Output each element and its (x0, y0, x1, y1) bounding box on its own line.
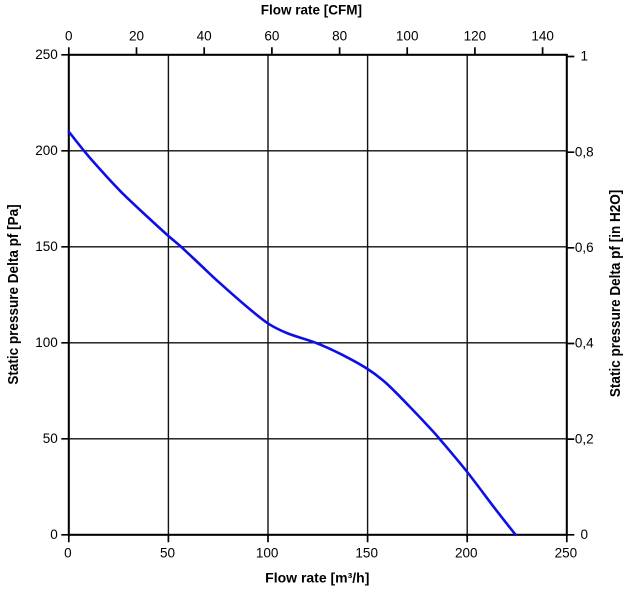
svg-text:250: 250 (555, 546, 578, 561)
svg-text:80: 80 (332, 28, 347, 43)
svg-text:0,2: 0,2 (575, 431, 594, 446)
svg-text:140: 140 (531, 28, 554, 43)
svg-text:Static pressure Delta pf [Pa]: Static pressure Delta pf [Pa] (5, 204, 22, 384)
svg-text:Static pressure Delta pf [in H: Static pressure Delta pf [in H2O] (606, 190, 623, 397)
svg-text:200: 200 (455, 546, 478, 561)
svg-text:0: 0 (581, 527, 589, 542)
svg-text:50: 50 (43, 431, 58, 446)
svg-text:250: 250 (35, 47, 58, 62)
svg-text:60: 60 (264, 28, 279, 43)
svg-text:100: 100 (256, 546, 279, 561)
svg-text:0,8: 0,8 (575, 144, 594, 159)
svg-text:100: 100 (35, 335, 58, 350)
svg-text:0,4: 0,4 (575, 336, 594, 351)
svg-text:20: 20 (129, 28, 144, 43)
svg-text:1: 1 (581, 49, 589, 64)
svg-text:40: 40 (197, 28, 212, 43)
svg-text:0: 0 (50, 527, 58, 542)
svg-text:120: 120 (464, 28, 487, 43)
svg-text:0,6: 0,6 (575, 240, 594, 255)
svg-text:0: 0 (64, 546, 72, 561)
svg-text:150: 150 (35, 239, 58, 254)
svg-text:Flow rate [CFM]: Flow rate [CFM] (261, 3, 362, 18)
svg-text:0: 0 (65, 28, 73, 43)
svg-text:Flow rate [m³/h]: Flow rate [m³/h] (265, 569, 369, 585)
svg-text:200: 200 (35, 143, 58, 158)
svg-text:150: 150 (355, 546, 378, 561)
svg-text:50: 50 (160, 546, 175, 561)
svg-text:100: 100 (396, 28, 419, 43)
